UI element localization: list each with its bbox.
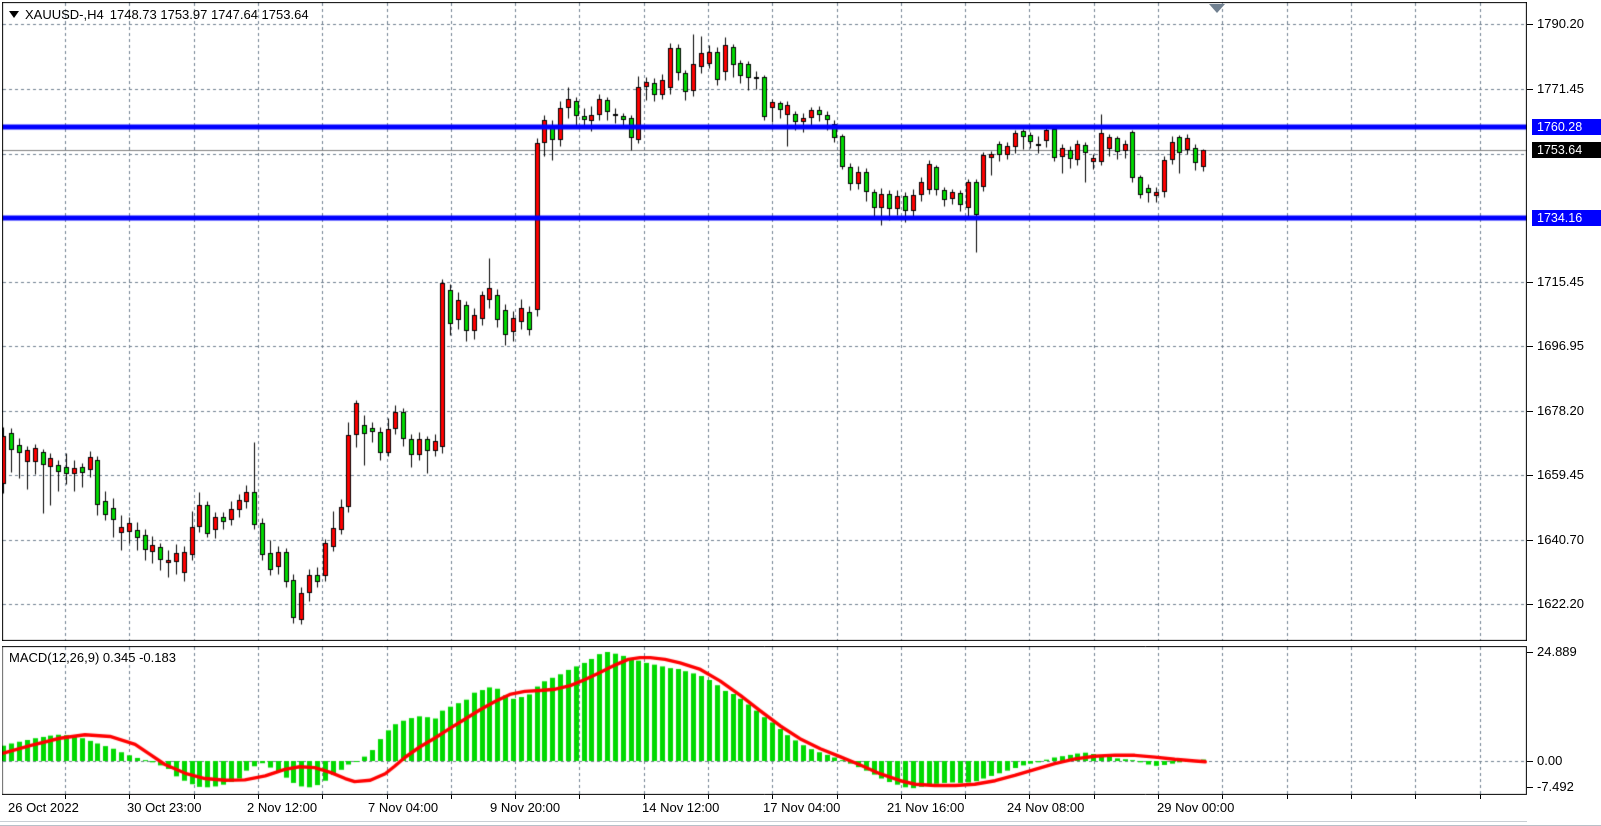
time-axis-tick [1158, 795, 1159, 799]
macd-axis-label: 24.889 [1537, 644, 1577, 659]
time-axis-label: 14 Nov 12:00 [642, 800, 720, 815]
macd-indicator-canvas[interactable] [2, 646, 1527, 795]
time-axis-tick [579, 795, 580, 799]
chart-shift-triangle-icon[interactable] [1209, 4, 1225, 13]
time-axis-tick [1415, 795, 1416, 799]
price-axis-label: 1771.45 [1537, 81, 1584, 96]
time-axis-label: 2 Nov 12:00 [247, 800, 318, 815]
axis-tick [1527, 604, 1533, 605]
time-axis-tick [451, 795, 452, 799]
time-axis-tick [129, 795, 130, 799]
axis-tick [1527, 282, 1533, 283]
time-axis-tick [1222, 795, 1223, 799]
axis-tick [1527, 652, 1533, 653]
axis-tick [1527, 761, 1533, 762]
time-axis-label: 30 Oct 23:00 [127, 800, 202, 815]
axis-tick [1527, 787, 1533, 788]
time-axis-tick [1029, 795, 1030, 799]
time-axis-tick [258, 795, 259, 799]
time-axis-label: 24 Nov 08:00 [1007, 800, 1085, 815]
time-axis-tick [965, 795, 966, 799]
time-axis-label: 9 Nov 20:00 [490, 800, 561, 815]
ohlc-readout: 1748.73 1753.97 1747.64 1753.64 [109, 7, 309, 22]
macd-axis-label: 0.00 [1537, 753, 1563, 768]
symbol-dropdown-icon[interactable] [9, 11, 19, 18]
price-axis-label: 1790.20 [1537, 16, 1584, 31]
price-axis-label: 1640.70 [1537, 532, 1584, 547]
price-axis-label: 1659.45 [1537, 467, 1584, 482]
axis-tick [1527, 475, 1533, 476]
macd-indicator-label: MACD(12,26,9) 0.345 -0.183 [9, 650, 176, 665]
price-axis-label: 1715.45 [1537, 274, 1584, 289]
price-chart-canvas[interactable] [2, 2, 1527, 641]
time-axis-tick [515, 795, 516, 799]
chart-title: XAUUSD-,H4 1748.73 1753.97 1747.64 1753.… [9, 7, 309, 22]
price-axis-label: 1678.20 [1537, 403, 1584, 418]
time-axis-label: 29 Nov 00:00 [1157, 800, 1235, 815]
time-axis-tick [772, 795, 773, 799]
time-axis-tick [65, 795, 66, 799]
hline-price-badge: 1734.16 [1532, 210, 1601, 226]
time-axis-tick [1094, 795, 1095, 799]
hline-price-badge: 1760.28 [1532, 119, 1601, 135]
time-axis-tick [708, 795, 709, 799]
time-axis-label: 21 Nov 16:00 [887, 800, 965, 815]
time-axis-label: 17 Nov 04:00 [763, 800, 841, 815]
time-axis-label: 26 Oct 2022 [8, 800, 79, 815]
price-axis-label: 1696.95 [1537, 338, 1584, 353]
axis-tick [1527, 89, 1533, 90]
window-bottom-divider [0, 821, 1601, 822]
time-axis-tick [1287, 795, 1288, 799]
current-price-badge: 1753.64 [1532, 142, 1601, 158]
time-axis-tick [837, 795, 838, 799]
time-axis[interactable]: 26 Oct 2022 30 Oct 23:00 2 Nov 12:00 7 Nov … [0, 795, 1601, 825]
time-axis-tick [387, 795, 388, 799]
time-axis-tick [1351, 795, 1352, 799]
axis-tick [1527, 346, 1533, 347]
axis-tick [1527, 411, 1533, 412]
time-axis-label: 7 Nov 04:00 [368, 800, 439, 815]
symbol-timeframe-label: XAUUSD-,H4 [25, 7, 104, 22]
time-axis-tick [1480, 795, 1481, 799]
price-axis-label: 1622.20 [1537, 596, 1584, 611]
axis-tick [1527, 24, 1533, 25]
macd-axis-label: -7.492 [1537, 779, 1574, 794]
price-axis[interactable]: 1790.20 1771.45 1715.45 1696.95 1678.20 1659.… [1527, 0, 1601, 825]
axis-tick [1527, 540, 1533, 541]
time-axis-tick [901, 795, 902, 799]
time-axis-tick [194, 795, 195, 799]
time-axis-tick [322, 795, 323, 799]
time-axis-tick [644, 795, 645, 799]
